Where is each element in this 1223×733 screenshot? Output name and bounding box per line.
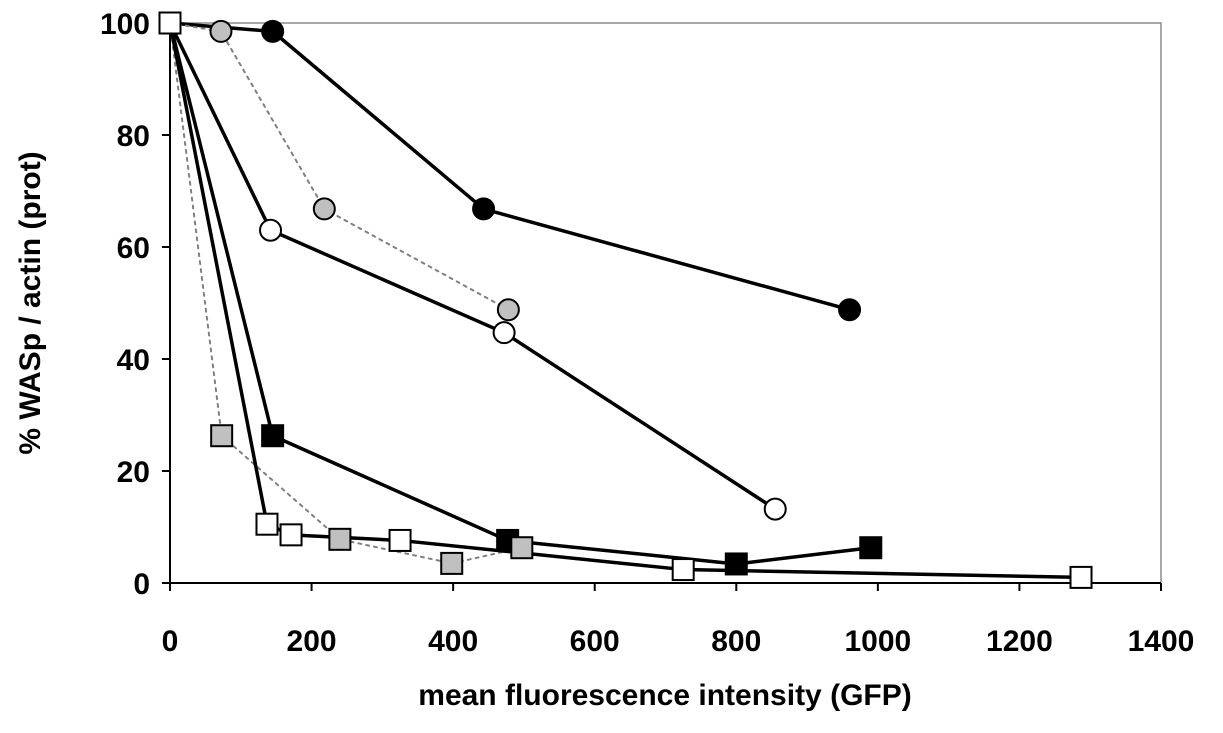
series-2-line <box>169 22 510 311</box>
plot-area <box>169 22 1162 584</box>
x-tick-label: 0 <box>162 625 179 658</box>
series-markers <box>158 11 1093 589</box>
y-tick-label: 0 <box>133 568 150 601</box>
series-6-point <box>158 11 182 35</box>
series-5-line <box>169 22 523 565</box>
series-5-point <box>328 527 352 551</box>
y-tick-label: 60 <box>117 232 150 265</box>
series-4-point <box>724 552 748 576</box>
series-1-point <box>838 298 862 322</box>
series-6-point <box>1069 565 1093 589</box>
series-2-point <box>496 298 520 322</box>
x-tick-label: 600 <box>570 625 620 658</box>
series-2-point <box>312 197 336 221</box>
series-4-point <box>261 424 285 448</box>
y-axis-label: % WASp / actin (prot) <box>14 151 47 454</box>
series-6-point <box>671 558 695 582</box>
series-5-point <box>210 424 234 448</box>
y-tick-label: 80 <box>117 120 150 153</box>
y-tick-label: 40 <box>117 344 150 377</box>
series-1-point <box>261 19 285 43</box>
x-tick-label: 1400 <box>1128 625 1195 658</box>
x-tick-label: 200 <box>287 625 337 658</box>
x-tick-label: 400 <box>428 625 478 658</box>
series-2-point <box>209 19 233 43</box>
x-tick-label: 1000 <box>844 625 911 658</box>
series-1-point <box>472 197 496 221</box>
series-5-point <box>510 536 534 560</box>
y-tick-label: 20 <box>117 456 150 489</box>
series-3-line <box>168 21 777 511</box>
series-4-point <box>859 536 883 560</box>
series-3-point <box>492 321 516 345</box>
x-axis-label: mean fluorescence intensity (GFP) <box>418 679 911 712</box>
y-tick-label: 100 <box>100 8 150 41</box>
series-6-point <box>388 528 412 552</box>
x-tick-label: 800 <box>711 625 761 658</box>
series-6-point <box>255 512 279 536</box>
axes: 0 200 400 600 800 1000 1200 1400 0 20 40 60 80 100 <box>100 8 1194 658</box>
series-3-point <box>763 497 787 521</box>
series-6-point <box>279 523 303 547</box>
x-tick-label: 1200 <box>986 625 1053 658</box>
series-3-point <box>259 218 283 242</box>
series-5-point <box>440 551 464 575</box>
